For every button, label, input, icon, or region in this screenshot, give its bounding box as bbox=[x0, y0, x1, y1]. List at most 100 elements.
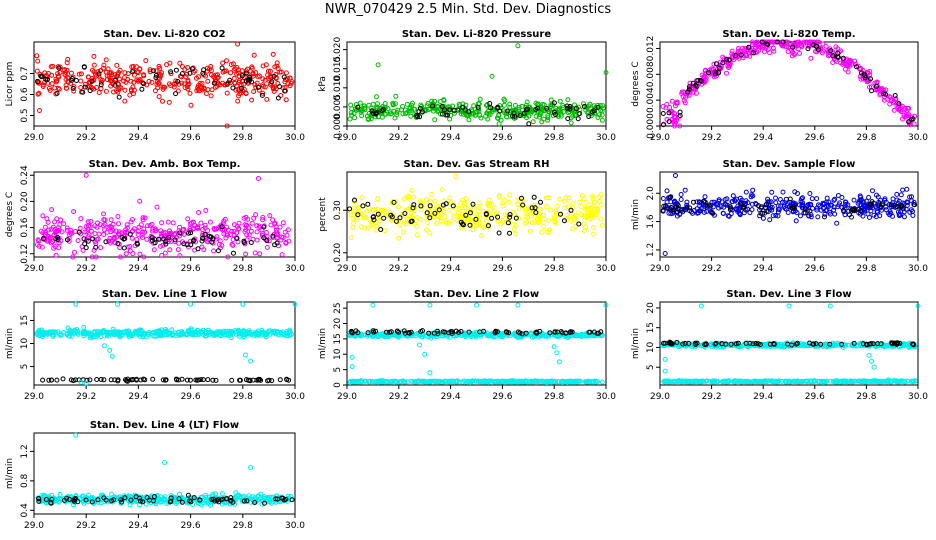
data-point bbox=[911, 121, 917, 127]
data-point bbox=[75, 330, 81, 336]
data-point bbox=[660, 111, 666, 116]
data-point bbox=[446, 220, 452, 226]
data-point bbox=[56, 65, 62, 71]
data-point bbox=[110, 221, 116, 227]
plot-frame bbox=[33, 41, 296, 127]
chart-title: Stan. Dev. Line 1 Flow bbox=[102, 289, 227, 300]
y-tick-label: 0.008 bbox=[646, 61, 656, 87]
data-point bbox=[141, 73, 147, 79]
data-point bbox=[430, 101, 435, 107]
data-point bbox=[275, 329, 281, 335]
data-point bbox=[78, 216, 84, 222]
data-point bbox=[349, 215, 355, 221]
data-point bbox=[519, 195, 524, 201]
data-point bbox=[119, 329, 125, 335]
data-point bbox=[561, 109, 566, 115]
data-point bbox=[70, 254, 76, 260]
data-point bbox=[595, 104, 601, 110]
data-point bbox=[121, 78, 127, 84]
y-tick-label: 15 bbox=[20, 315, 30, 326]
data-point bbox=[407, 205, 413, 211]
data-point bbox=[477, 96, 483, 102]
data-point bbox=[44, 238, 50, 244]
data-point bbox=[138, 222, 144, 228]
data-point bbox=[87, 377, 93, 383]
data-point bbox=[104, 332, 110, 338]
x-tick-label: 29.8 bbox=[233, 392, 253, 402]
data-point bbox=[725, 213, 731, 219]
outlier-point bbox=[417, 342, 422, 348]
x-tick-label: 30.0 bbox=[908, 392, 928, 402]
data-point bbox=[410, 205, 416, 211]
chart-title: Stan. Dev. Line 3 Flow bbox=[726, 289, 851, 300]
data-point bbox=[373, 227, 379, 233]
data-point bbox=[36, 243, 42, 249]
data-point bbox=[278, 93, 284, 98]
x-tick-label: 29.6 bbox=[181, 521, 201, 531]
data-point bbox=[283, 77, 288, 83]
data-point bbox=[263, 334, 269, 340]
data-point bbox=[787, 196, 793, 202]
data-point bbox=[362, 105, 367, 111]
data-point bbox=[78, 71, 84, 77]
data-point bbox=[519, 103, 525, 109]
data-point bbox=[745, 206, 751, 212]
data-point bbox=[267, 68, 273, 74]
data-point bbox=[863, 198, 869, 204]
data-point bbox=[63, 85, 69, 91]
outlier-point bbox=[224, 123, 230, 129]
data-point bbox=[496, 193, 502, 198]
data-point bbox=[85, 238, 91, 244]
data-point bbox=[750, 193, 756, 199]
data-point bbox=[896, 101, 902, 107]
y-tick-label: 5 bbox=[333, 367, 343, 373]
data-point bbox=[582, 228, 587, 234]
data-point bbox=[201, 85, 207, 91]
data-point bbox=[406, 108, 412, 114]
data-point bbox=[866, 195, 872, 200]
data-point bbox=[229, 377, 235, 383]
data-point bbox=[270, 51, 276, 57]
data-point bbox=[91, 62, 97, 68]
data-point bbox=[461, 200, 467, 206]
data-point bbox=[147, 223, 153, 228]
y-tick-label: 0.6 bbox=[20, 87, 30, 102]
data-point bbox=[124, 222, 130, 228]
outlier-point bbox=[556, 359, 562, 365]
x-tick-label: 29.6 bbox=[492, 264, 512, 274]
outlier-point bbox=[349, 354, 355, 360]
data-point bbox=[203, 91, 209, 97]
data-point bbox=[702, 67, 708, 73]
data-point bbox=[599, 112, 605, 118]
data-point bbox=[348, 235, 354, 241]
data-point bbox=[208, 93, 214, 99]
data-point bbox=[830, 53, 836, 59]
data-point bbox=[394, 109, 400, 115]
data-point bbox=[660, 207, 666, 213]
plot-frame bbox=[33, 301, 296, 386]
data-point bbox=[711, 74, 717, 80]
data-point bbox=[262, 84, 268, 90]
data-point bbox=[583, 205, 589, 211]
x-tick-label: 29.2 bbox=[702, 133, 722, 143]
outlier-point bbox=[256, 176, 261, 181]
data-point bbox=[111, 89, 116, 95]
data-point bbox=[146, 78, 152, 84]
x-tick-label: 29.4 bbox=[128, 392, 148, 402]
data-point bbox=[543, 195, 549, 201]
data-point bbox=[254, 229, 260, 235]
data-point bbox=[500, 203, 506, 209]
data-point bbox=[243, 70, 249, 76]
data-point bbox=[690, 210, 696, 216]
data-point bbox=[252, 330, 258, 336]
data-point bbox=[89, 78, 95, 84]
data-point bbox=[905, 111, 911, 117]
data-point bbox=[256, 333, 262, 338]
x-tick-label: 29.2 bbox=[76, 264, 96, 274]
data-point bbox=[501, 102, 507, 108]
data-point bbox=[50, 63, 56, 69]
data-point bbox=[720, 60, 726, 66]
data-point bbox=[424, 227, 429, 233]
data-point bbox=[104, 229, 110, 235]
data-point bbox=[253, 70, 259, 76]
